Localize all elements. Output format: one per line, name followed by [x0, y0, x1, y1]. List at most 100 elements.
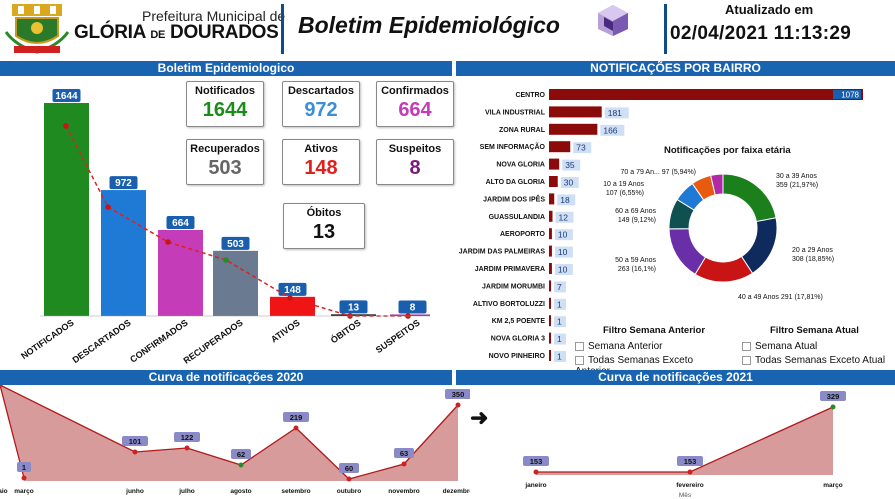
age-donut-chart: 30 a 39 Anos 359 (21,97%) 20 a 29 Anos 308 … [603, 169, 834, 301]
cube-logo-icon [598, 5, 628, 36]
panel-left-title: Boletim Epidemiologico [0, 61, 452, 76]
checkbox[interactable] [742, 355, 751, 365]
data-label: 73 [576, 143, 586, 153]
category-label: RECUPERADOS [182, 317, 245, 365]
card-label: Recuperados [190, 143, 260, 155]
data-label-bg [820, 391, 846, 401]
curve-point [184, 445, 190, 451]
data-label-bg [174, 432, 200, 442]
bairro-label: ALTO DA GLORIA [486, 179, 545, 186]
donut-label: 149 (9,12%) [618, 217, 656, 224]
data-label: 166 [603, 125, 617, 135]
bairro-bar [549, 315, 551, 327]
data-label: 30 [564, 178, 574, 188]
bairro-bar [549, 350, 551, 361]
category-label: ATIVOS [269, 317, 302, 344]
card-confirmados: Confirmados 664 [376, 81, 454, 127]
header-divider [281, 4, 284, 54]
bairro-bar [549, 158, 560, 170]
month-label: dezembro [443, 488, 470, 495]
data-label-bg [554, 264, 573, 275]
bairro-label: ALTIVO BORTOLUZZI [473, 301, 545, 308]
donut-label: 30 a 39 Anos [776, 173, 817, 180]
curve-2020-chart: 128101122622196063350marçomaiojunhojulho… [0, 385, 470, 495]
bar-confirmados [158, 229, 203, 316]
data-label-bg [523, 456, 549, 466]
donut-label: 20 a 29 Anos [792, 247, 833, 254]
filter-option-semana-atual[interactable]: Semana Atual [742, 341, 895, 352]
card-recuperados: Recuperados 503 [186, 139, 264, 185]
filter-title: Filtro Semana Atual [770, 325, 859, 336]
donut-label: 60 a 69 Anos [615, 208, 656, 215]
bairro-label: ZONA RURAL [499, 127, 546, 134]
data-label: 1 [557, 299, 562, 309]
donut-slice [710, 173, 724, 196]
data-label-bg [677, 456, 703, 466]
month-label: março [823, 482, 843, 489]
data-label: 10 [558, 265, 568, 275]
data-label-bg [833, 90, 861, 99]
bairro-label: AEROPORTO [500, 231, 546, 238]
category-label: DESCARTADOS [71, 317, 133, 365]
card-label: Confirmados [381, 85, 449, 97]
donut-label: 359 (21,97%) [776, 182, 818, 189]
card-suspeitos: Suspeitos 8 [376, 139, 454, 185]
data-label: 148 [284, 285, 301, 296]
month-label: fevereiro [676, 482, 703, 489]
category-label: ÓBITOS [328, 317, 362, 346]
filter-option-todas-exceto-atual[interactable]: Todas Semanas Exceto Atual [742, 355, 895, 366]
header: Prefeitura Municipal de GLÓRIA DE DOURAD… [0, 0, 895, 60]
data-label-bg [398, 300, 427, 314]
updated-value: 02/04/2021 11:13:29 [670, 23, 852, 44]
trend-point [287, 295, 293, 301]
curve-point [830, 404, 836, 410]
curve-2020-title: Curva de notificações 2020 [0, 370, 452, 385]
filter-option-semana-anterior[interactable]: Semana Anterior [575, 341, 730, 352]
data-label: 1 [557, 352, 562, 362]
data-label-bg [339, 300, 368, 314]
donut-label: 308 (18,85%) [792, 256, 834, 263]
bar-óbitos [331, 314, 376, 316]
curve-point [401, 461, 407, 467]
card-label: Ativos [304, 143, 338, 155]
bairro-bar [549, 332, 551, 344]
donut-title: Notificações por faixa etária [664, 145, 791, 156]
main-status-bar-chart: 1644NOTIFICADOS972DESCARTADOS664CONFIRMA… [19, 89, 430, 366]
data-label: 1 [22, 463, 26, 472]
curve-point [293, 425, 299, 431]
donut-label: 40 a 49 Anos 291 (17,81%) [738, 294, 823, 301]
data-label-bg [231, 449, 251, 459]
month-label: junho [125, 488, 144, 495]
bairro-label: CENTRO [515, 92, 545, 99]
data-label-bg [122, 436, 148, 446]
bairro-label: GUASSULANDIA [489, 214, 545, 221]
data-label-bg [562, 159, 581, 171]
data-label-bg [109, 176, 138, 190]
data-label: 153 [684, 457, 697, 466]
bairro-bar [549, 176, 558, 187]
data-label-bg [166, 215, 195, 229]
bairro-label: KM 2,5 POENTE [492, 318, 546, 325]
donut-label: 10 a 19 Anos [603, 181, 644, 188]
donut-label: 263 (16,1%) [618, 266, 656, 273]
page-title: Boletim Epidemiológico [298, 12, 560, 38]
bairro-label: JARDIM DAS PALMEIRAS [459, 249, 546, 256]
data-label: 1078 [841, 91, 859, 100]
month-label: setembro [281, 488, 310, 495]
checkbox[interactable] [575, 341, 584, 351]
month-label: julho [178, 488, 195, 495]
month-label: outubro [337, 488, 362, 495]
data-label: 62 [237, 450, 245, 459]
curve-area [0, 385, 458, 481]
data-label-bg [554, 281, 567, 293]
panel-right-title: NOTIFICAÇÕES POR BAIRRO [456, 61, 895, 76]
data-label-bg [554, 246, 573, 258]
checkbox[interactable] [742, 341, 751, 351]
card-ativos: Ativos 148 [282, 139, 360, 185]
checkbox[interactable] [575, 355, 584, 365]
bar-notificados [44, 103, 89, 316]
bairro-bar [549, 210, 553, 222]
prefeitura-line1: Prefeitura Municipal de [142, 8, 286, 24]
prefeitura-line2: GLÓRIA DE DOURADOS [74, 22, 279, 43]
card-value: 664 [398, 99, 432, 121]
